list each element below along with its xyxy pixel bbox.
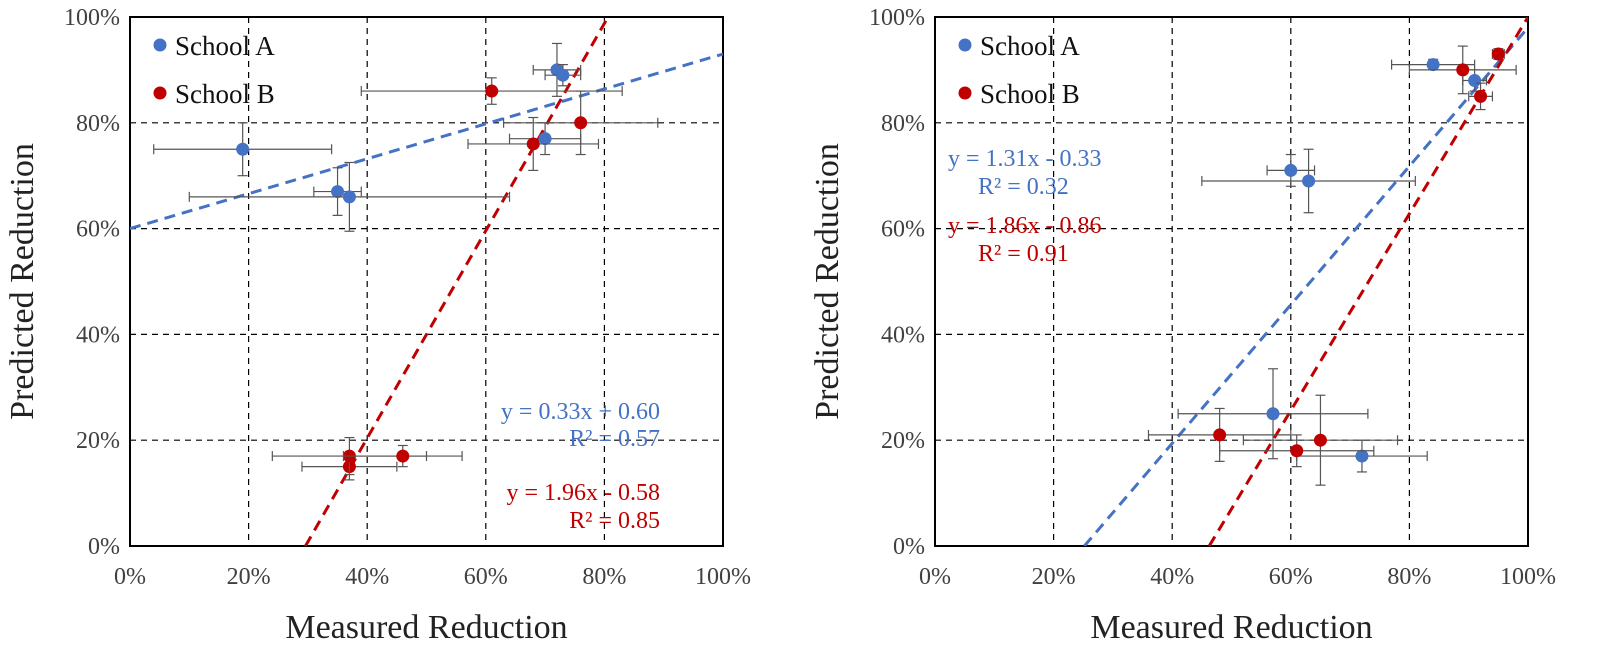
y-tick-label: 80%: [881, 111, 925, 137]
legend-marker: [958, 38, 972, 52]
y-tick-label: 40%: [76, 322, 120, 348]
equation-school-a: y = 1.31x - 0.33: [948, 146, 1102, 172]
data-point-school-a: [1426, 58, 1440, 72]
data-point-school-b: [1456, 63, 1470, 77]
y-tick-label: 20%: [76, 428, 120, 454]
r-squared-school-b: R² = 0.85: [569, 508, 660, 534]
legend-label: School B: [175, 79, 275, 109]
data-point-school-a: [1284, 163, 1298, 177]
x-tick-label: 0%: [919, 564, 951, 590]
x-tick-label: 40%: [345, 564, 389, 590]
y-tick-label: 20%: [881, 428, 925, 454]
data-point-school-b: [1313, 433, 1327, 447]
chart-left: 0% 20% 40% 60% 80% 100% 0% 20% 40% 60% 80% 100% Meas…: [4, 5, 751, 646]
legend-marker: [153, 86, 167, 100]
x-tick-label: 60%: [464, 564, 508, 590]
data-point-school-a: [538, 132, 552, 146]
data-point-school-b: [1213, 428, 1227, 442]
trendlines: [1083, 17, 1528, 546]
y-tick-label: 60%: [76, 217, 120, 243]
y-tick-label: 60%: [881, 217, 925, 243]
x-tick-label: 80%: [1387, 564, 1431, 590]
equation-school-b: y = 1.96x - 0.58: [506, 480, 660, 506]
x-axis-title: Measured Reduction: [285, 609, 567, 646]
x-tick-label: 80%: [582, 564, 626, 590]
x-tick-label: 0%: [114, 564, 146, 590]
y-tick-label: 0%: [88, 534, 120, 560]
legend-label: School A: [175, 31, 275, 61]
data-point-school-b: [1290, 444, 1304, 458]
trendline-school-b: [1207, 17, 1528, 546]
y-tick-label: 100%: [869, 5, 925, 31]
plot-area-border: [934, 16, 1529, 547]
data-point-school-a: [236, 142, 250, 156]
gridlines: [130, 17, 723, 546]
data-point-school-a: [1355, 449, 1369, 463]
data-point-school-a: [1266, 407, 1280, 421]
y-tick-label: 100%: [64, 5, 120, 31]
y-axis-title: Predicted Reduction: [809, 143, 846, 420]
series-school-b: [1147, 45, 1517, 486]
data-point-school-b: [1491, 47, 1505, 61]
legend-marker: [958, 86, 972, 100]
chart-right: 0% 20% 40% 60% 80% 100% 0% 20% 40% 60% 80% 100% Meas…: [809, 5, 1556, 646]
x-axis-title: Measured Reduction: [1090, 609, 1372, 646]
x-tick-label: 40%: [1150, 564, 1194, 590]
r-squared-school-a: R² = 0.32: [978, 174, 1069, 200]
data-point-school-a: [342, 190, 356, 204]
data-point-school-b: [526, 137, 540, 151]
y-tick-label: 80%: [76, 111, 120, 137]
gridlines: [935, 17, 1528, 546]
y-tick-label: 0%: [893, 534, 925, 560]
equation-school-b: y = 1.86x - 0.86: [948, 213, 1102, 239]
data-point-school-b: [574, 116, 588, 130]
legend-label: School B: [980, 79, 1080, 109]
x-tick-label: 20%: [227, 564, 271, 590]
series-school-b: [271, 77, 659, 481]
r-squared-school-b: R² = 0.91: [978, 241, 1069, 267]
equation-school-a: y = 0.33x + 0.60: [501, 399, 660, 425]
legend: School A School B: [958, 31, 1080, 109]
legend-marker: [153, 38, 167, 52]
tick-labels: 0% 20% 40% 60% 80% 100% 0% 20% 40% 60% 80% 100%: [869, 5, 1556, 590]
trendlines: [130, 17, 723, 546]
series-school-a: [1177, 58, 1488, 473]
data-point-school-a: [331, 185, 345, 199]
trendline-school-a: [1083, 26, 1528, 546]
data-point-school-b: [396, 449, 410, 463]
data-point-school-a: [556, 68, 570, 82]
data-point-school-a: [1302, 174, 1316, 188]
y-axis-title: Predicted Reduction: [4, 143, 41, 420]
data-point-school-a: [1468, 73, 1482, 87]
data-point-school-b: [1474, 89, 1488, 103]
y-tick-label: 40%: [881, 322, 925, 348]
legend: School A School B: [153, 31, 275, 109]
tick-labels: 0% 20% 40% 60% 80% 100% 0% 20% 40% 60% 80% 100%: [64, 5, 751, 590]
trendline-school-a: [130, 52, 723, 231]
r-squared-school-a: R² = 0.57: [569, 426, 660, 452]
trendline-school-b: [304, 17, 610, 546]
data-point-school-b: [485, 84, 499, 98]
plot-area-border: [129, 16, 724, 547]
x-tick-label: 100%: [695, 564, 751, 590]
legend-label: School A: [980, 31, 1080, 61]
x-tick-label: 60%: [1269, 564, 1313, 590]
x-tick-label: 100%: [1500, 564, 1556, 590]
series-school-a: [153, 42, 582, 232]
x-tick-label: 20%: [1032, 564, 1076, 590]
